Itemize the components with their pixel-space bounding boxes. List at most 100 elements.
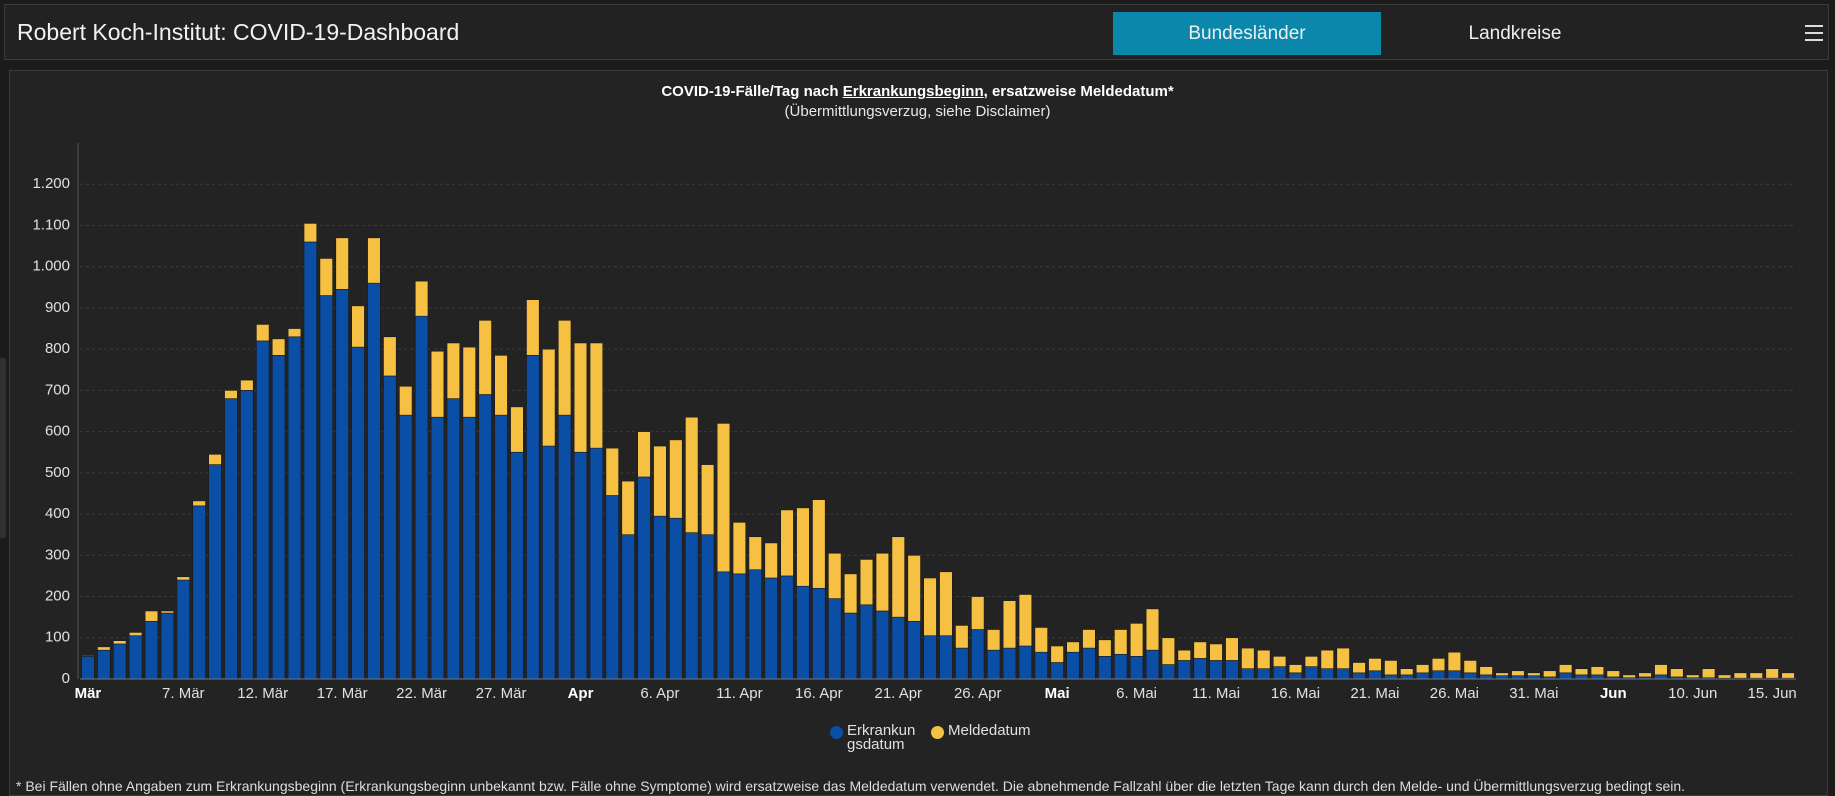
bar: [1574, 674, 1589, 680]
bar: [748, 536, 762, 571]
bar: [907, 620, 921, 680]
x-tick-label: 22. Mär: [396, 685, 447, 702]
x-tick-label: 16. Mai: [1271, 685, 1320, 702]
bar: [573, 451, 588, 680]
bar: [796, 585, 810, 680]
bar: [764, 542, 778, 579]
bar: [1193, 658, 1207, 680]
bar: [1304, 656, 1319, 667]
bar: [240, 379, 254, 391]
bar: [780, 575, 794, 680]
x-tick-label: 6. Mai: [1116, 685, 1157, 702]
bar: [192, 505, 206, 680]
menu-button[interactable]: [1805, 25, 1823, 46]
bar: [1145, 649, 1160, 680]
bar: [1384, 660, 1398, 676]
y-tick-label: 500: [45, 464, 70, 481]
bar: [1002, 600, 1017, 649]
bar: [843, 612, 858, 680]
bar: [446, 342, 461, 399]
bar: [1114, 629, 1128, 655]
x-tick-label: 15. Jun: [1748, 685, 1797, 702]
bar: [1225, 637, 1239, 661]
y-tick-label: 0: [62, 670, 70, 687]
bar: [1558, 664, 1573, 674]
bar: [1701, 668, 1716, 679]
bar: [351, 346, 365, 680]
bar: [351, 305, 365, 348]
x-tick-label: 17. Mär: [317, 685, 368, 702]
bar: [1272, 656, 1287, 667]
bar: [1161, 664, 1176, 680]
bar: [621, 480, 635, 535]
legend-item[interactable]: Erkrankungsdatum: [830, 723, 917, 752]
bar: [828, 552, 842, 599]
bar: [875, 552, 890, 612]
bar: [240, 390, 254, 680]
bar: [1479, 674, 1493, 680]
bar: [891, 616, 905, 680]
bar: [939, 571, 953, 637]
title-link[interactable]: Erkrankungsbeginn: [842, 83, 984, 100]
bar: [1320, 668, 1334, 680]
bar: [732, 573, 747, 680]
bar: [1415, 664, 1430, 674]
bar: [1352, 672, 1366, 680]
bar: [494, 355, 508, 416]
bar: [160, 612, 175, 680]
bar: [971, 629, 985, 680]
bar: [271, 355, 286, 680]
tab-active[interactable]: Bundesländer: [1113, 12, 1381, 55]
bar: [208, 453, 222, 465]
x-tick-label: 11. Mai: [1192, 685, 1240, 702]
bar: [685, 416, 699, 533]
bar: [160, 610, 175, 614]
bar: [1288, 672, 1303, 680]
bar: [589, 342, 604, 449]
bar: [1670, 668, 1684, 678]
bar: [1590, 666, 1605, 676]
bar: [1050, 645, 1064, 663]
bar: [1225, 660, 1239, 680]
legend-item[interactable]: Meldedatum: [931, 723, 1031, 752]
y-tick-label: 900: [45, 299, 70, 316]
tab[interactable]: Landkreise: [1468, 23, 1562, 44]
bar: [812, 499, 826, 589]
title-part: COVID-19-Fälle/Tag nach: [661, 83, 843, 100]
bar: [430, 416, 445, 680]
bar: [557, 414, 572, 680]
bar: [526, 355, 540, 680]
bar: [1479, 666, 1493, 676]
bar: [653, 515, 667, 680]
bar: [1098, 656, 1112, 680]
bar: [653, 445, 667, 517]
bar: [716, 571, 731, 680]
bar: [1368, 670, 1382, 680]
x-tick-label: Jun: [1600, 685, 1627, 702]
bar: [542, 348, 556, 447]
x-tick-label: 31. Mai: [1509, 685, 1558, 702]
bar: [319, 295, 333, 680]
bar: [303, 223, 318, 243]
bar: [828, 598, 842, 680]
bar: [986, 629, 1001, 651]
bar: [81, 655, 95, 657]
bar: [1717, 674, 1732, 679]
x-tick-label: 6. Apr: [640, 685, 679, 702]
bar: [526, 299, 540, 356]
bar: [621, 534, 635, 680]
bar: [1431, 670, 1446, 680]
bar: [1384, 674, 1398, 680]
bar: [1129, 623, 1144, 657]
bar: [462, 346, 476, 418]
bar: [192, 500, 206, 507]
bar: [859, 604, 874, 680]
x-tick-label: 10. Jun: [1668, 685, 1717, 702]
y-tick-label: 700: [45, 381, 70, 398]
bar: [1161, 637, 1176, 665]
bar: [669, 517, 683, 680]
bar: [1654, 674, 1668, 680]
bar: [1336, 668, 1350, 680]
bar: [383, 375, 397, 680]
